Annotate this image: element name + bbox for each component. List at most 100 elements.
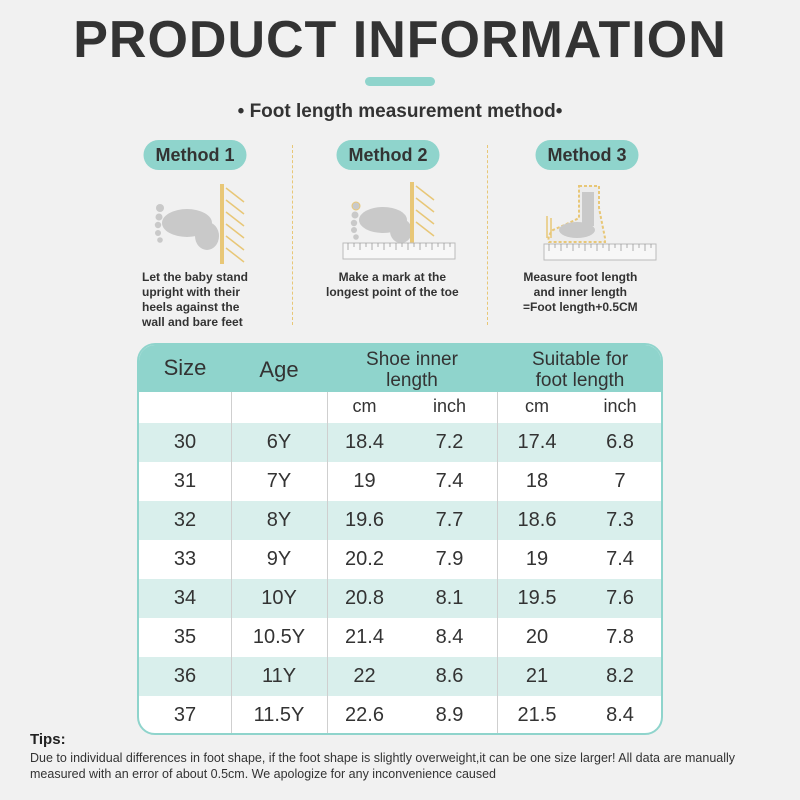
cell-foot-inch: 6.8 [606, 431, 634, 453]
table-row: 35 10.5Y 21.4 8.4 20 7.8 [139, 618, 661, 657]
shoe-icon [546, 185, 606, 243]
size-table: Size Age Shoe inner length Suitable for … [137, 343, 663, 735]
section-subtitle: • Foot length measurement method• [237, 101, 563, 122]
method-2-illustration [342, 182, 456, 260]
method-1-illustration [154, 184, 245, 264]
desc-line: longest point of the toe [326, 285, 459, 299]
column-divider [497, 392, 498, 733]
cell-foot-inch: 7 [614, 470, 626, 492]
cell-inner-inch: 7.9 [435, 548, 464, 570]
method-2-description: Make a mark at the longest point of the … [326, 270, 459, 300]
header-line: Shoe inner [366, 349, 458, 370]
desc-line: Make a mark at the [338, 270, 447, 284]
cell-size: 35 [173, 626, 197, 648]
cell-inner-cm: 18.4 [345, 431, 384, 453]
header-shoe-inner-length: Shoe inner length [327, 349, 497, 391]
desc-line: upright with their [142, 285, 240, 299]
desc-line: Let the baby stand [142, 270, 249, 284]
cell-inner-cm: 19 [353, 470, 376, 492]
method-divider [487, 145, 488, 325]
tips-text: Due to individual differences in foot sh… [30, 751, 736, 781]
footprint-icon [350, 201, 412, 243]
wall-icon [410, 182, 435, 244]
cell-foot-inch: 8.2 [606, 665, 634, 687]
unit-inch: inch [432, 396, 467, 416]
cell-age: 10.5Y [252, 626, 306, 648]
cell-age: 10Y [261, 587, 297, 609]
cell-inner-cm: 22 [353, 665, 376, 687]
wall-icon [220, 184, 245, 264]
cell-inner-cm: 22.6 [345, 704, 384, 726]
desc-line: heels against the [142, 300, 240, 314]
unit-cm: cm [352, 396, 377, 416]
desc-line: and inner length [533, 285, 628, 299]
table-row: 31 7Y 19 7.4 18 7 [139, 462, 661, 501]
cell-foot-cm: 19.5 [517, 587, 557, 609]
desc-line: =Foot length+0.5CM [523, 300, 638, 314]
cell-size: 30 [173, 431, 197, 453]
table-header: Size Age Shoe inner length Suitable for … [139, 345, 661, 392]
desc-line: wall and bare feet [142, 315, 243, 329]
cell-inner-inch: 7.7 [435, 509, 464, 531]
column-divider [327, 392, 328, 733]
ruler-icon [342, 242, 456, 260]
method-1: Method 1 Let the baby stand upright with… [95, 140, 295, 335]
cell-size: 33 [173, 548, 197, 570]
page-title: PRODUCT INFORMATION [73, 11, 727, 69]
cell-inner-inch: 8.6 [435, 665, 464, 687]
cell-inner-cm: 21.4 [345, 626, 384, 648]
cell-foot-inch: 7.6 [606, 587, 634, 609]
cell-foot-cm: 18.6 [517, 509, 557, 531]
units-row: cm inch cm inch [139, 392, 661, 423]
header-suitable-foot-length: Suitable for foot length [497, 349, 661, 391]
method-divider [292, 145, 293, 325]
cell-inner-cm: 19.6 [345, 509, 384, 531]
table-row: 34 10Y 20.8 8.1 19.5 7.6 [139, 579, 661, 618]
footprint-icon [154, 204, 219, 250]
cell-foot-cm: 19 [525, 548, 549, 570]
table-row: 32 8Y 19.6 7.7 18.6 7.3 [139, 501, 661, 540]
cell-age: 9Y [266, 548, 292, 570]
table-row: 30 6Y 18.4 7.2 17.4 6.8 [139, 423, 661, 462]
method-2-label: Method 2 [336, 140, 440, 170]
cell-inner-inch: 8.1 [435, 587, 464, 609]
cell-size: 32 [173, 509, 197, 531]
cell-age: 7Y [266, 470, 292, 492]
cell-inner-inch: 8.9 [435, 704, 464, 726]
cell-age: 6Y [266, 431, 292, 453]
method-3-illustration [543, 185, 657, 261]
method-3: Method 3 Mea [487, 140, 687, 335]
cell-foot-inch: 7.3 [606, 509, 634, 531]
cell-size: 34 [173, 587, 197, 609]
cell-foot-cm: 21.5 [517, 704, 557, 726]
method-1-label: Method 1 [143, 140, 247, 170]
ruler-icon [543, 243, 657, 261]
cell-inner-cm: 20.2 [345, 548, 384, 570]
desc-line: Measure foot length [523, 270, 638, 284]
cell-foot-cm: 18 [525, 470, 549, 492]
cell-inner-inch: 7.2 [435, 431, 464, 453]
header-line: Suitable for [531, 349, 629, 370]
cell-inner-cm: 20.8 [345, 587, 384, 609]
method-3-label: Method 3 [535, 140, 639, 170]
cell-size: 36 [173, 665, 197, 687]
cell-size: 37 [173, 704, 197, 726]
cell-foot-cm: 20 [525, 626, 549, 648]
cell-foot-cm: 17.4 [517, 431, 557, 453]
cell-age: 11Y [261, 665, 297, 687]
cell-foot-inch: 8.4 [606, 704, 634, 726]
method-2: Method 2 [288, 140, 488, 335]
cell-foot-inch: 7.8 [606, 626, 634, 648]
header-line: foot length [535, 370, 625, 391]
cell-age: 8Y [266, 509, 292, 531]
header-size: Size [163, 355, 207, 380]
header-age: Age [259, 357, 299, 382]
cell-inner-inch: 8.4 [435, 626, 464, 648]
cell-foot-inch: 7.4 [606, 548, 634, 570]
column-divider [231, 392, 232, 733]
cell-size: 31 [173, 470, 197, 492]
table-row: 37 11.5Y 22.6 8.9 21.5 8.4 [139, 696, 661, 733]
unit-cm: cm [525, 396, 549, 416]
unit-inch: inch [603, 396, 637, 416]
tips-label: Tips: [30, 731, 66, 748]
